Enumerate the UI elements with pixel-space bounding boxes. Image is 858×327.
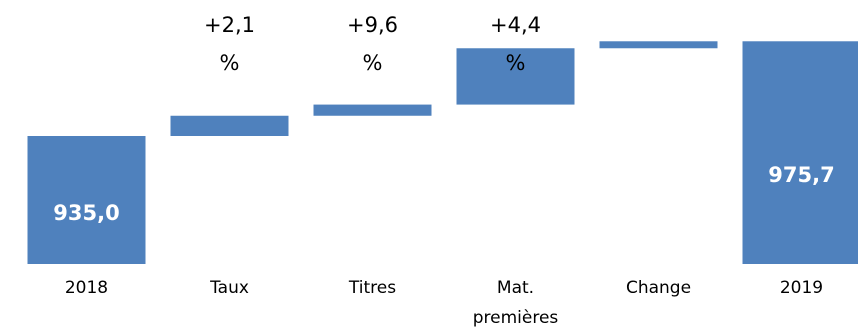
x-tick-label: 2019 — [780, 278, 823, 298]
bar-value-label: 975,7 — [768, 163, 834, 187]
x-tick-label: Mat. premières — [473, 278, 559, 327]
bar-taux — [170, 115, 289, 136]
x-tick-label: Taux — [209, 278, 249, 298]
x-tick-label: Change — [626, 278, 691, 298]
bar-titres — [313, 104, 432, 116]
x-tick-label: Titres — [348, 278, 396, 298]
bar-2019 — [742, 41, 858, 264]
change-label: +2,1% — [204, 13, 255, 75]
bar-mat — [456, 48, 575, 105]
x-tick-label: 2018 — [65, 278, 108, 298]
bar-2018 — [27, 136, 146, 264]
change-label: +4,4% — [490, 13, 541, 75]
change-label: +9,6% — [347, 13, 398, 75]
bar-change — [599, 41, 718, 49]
bar-value-label: 935,0 — [53, 201, 119, 225]
